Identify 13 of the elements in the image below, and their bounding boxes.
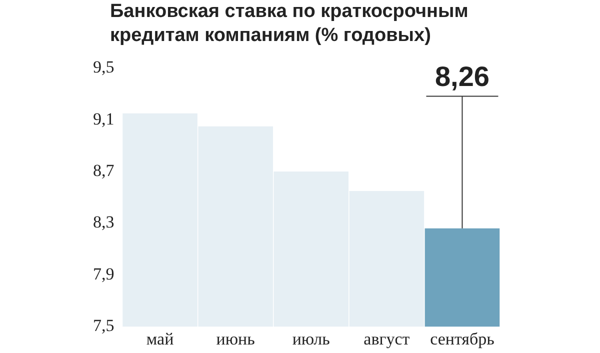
y-tick-label: 7,5 [93, 316, 114, 336]
y-tick-label: 7,9 [93, 264, 114, 284]
y-tick-label: 9,1 [93, 109, 114, 128]
x-tick-label: сентябрь [430, 329, 495, 348]
x-tick-label: август [364, 329, 410, 348]
y-tick-label: 8,3 [93, 212, 114, 232]
y-tick-label: 8,7 [93, 161, 115, 180]
chart-title: Банковская ставка по краткосрочным кредитам компаниям (% годовых) [110, 0, 470, 48]
data-label: 8,26 [434, 60, 490, 92]
x-tick-label: июль [292, 329, 330, 348]
x-tick-label: май [146, 329, 174, 348]
x-tick-label: июнь [216, 329, 256, 348]
y-tick-label: 9,5 [93, 58, 114, 77]
